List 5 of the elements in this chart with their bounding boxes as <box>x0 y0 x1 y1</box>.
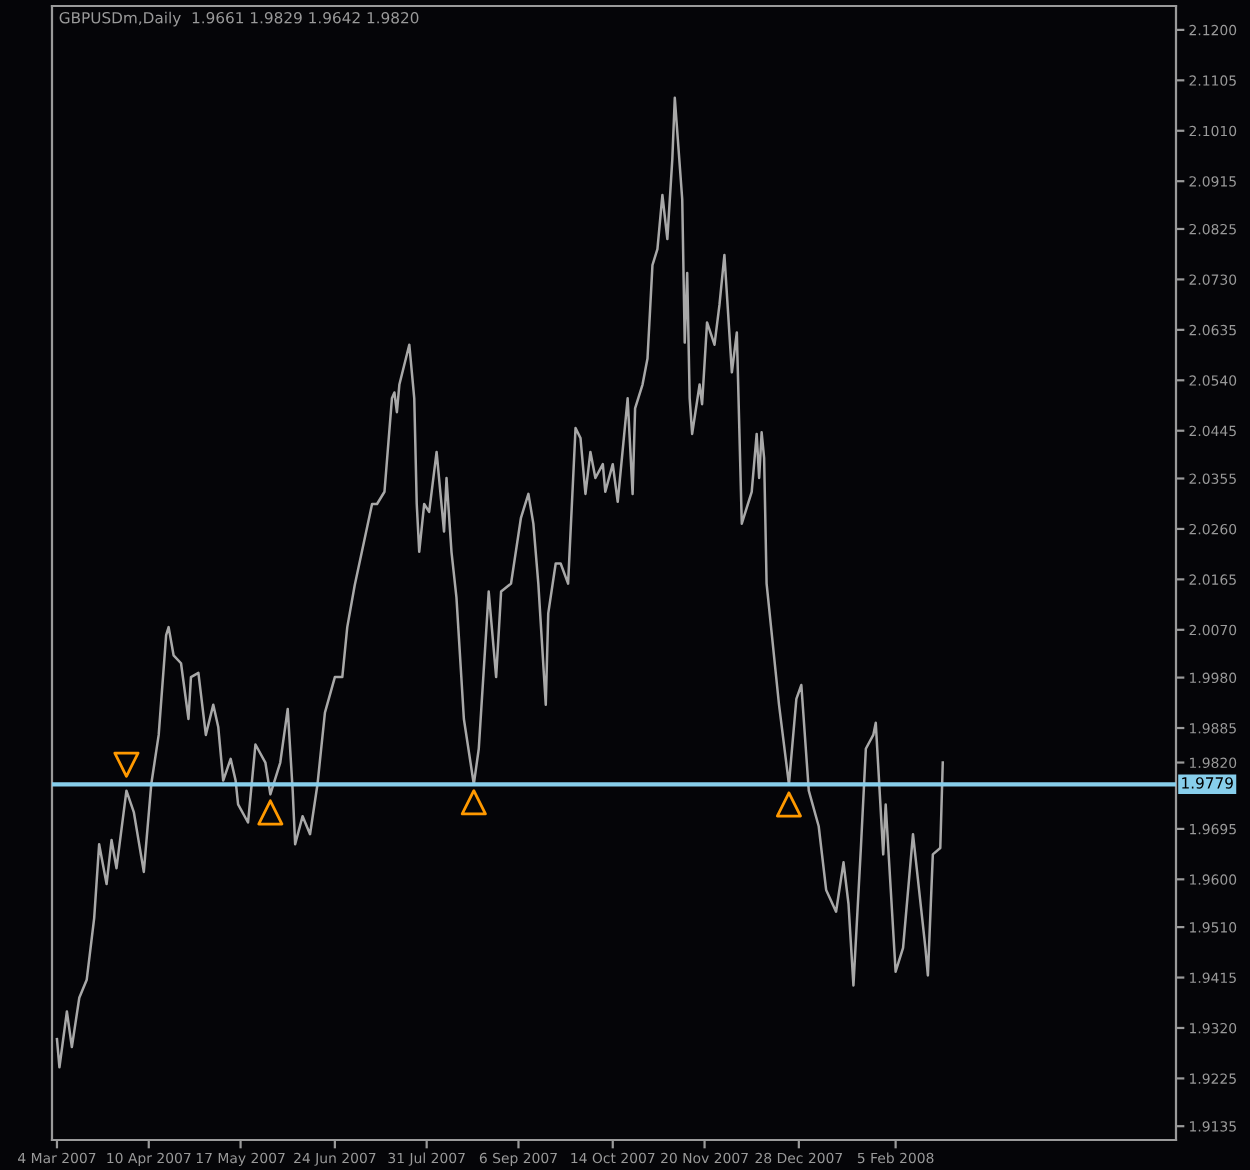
point <box>460 789 487 816</box>
line-series <box>55 96 945 1069</box>
point <box>775 791 802 818</box>
point <box>257 799 284 826</box>
point <box>113 751 140 778</box>
